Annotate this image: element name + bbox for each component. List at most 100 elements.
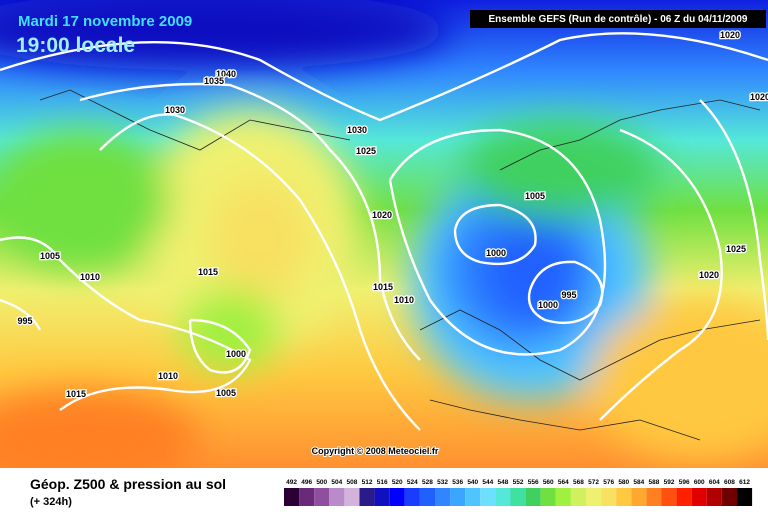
scale-swatch	[510, 488, 526, 506]
scale-swatch	[495, 488, 511, 506]
isobar-label: 1020	[720, 30, 740, 40]
scale-label: 604	[709, 479, 720, 486]
scale-label: 528	[422, 479, 433, 486]
scale-label: 540	[467, 479, 478, 486]
scale-swatch	[329, 488, 345, 506]
scale-swatch	[616, 488, 632, 506]
scale-swatch	[344, 488, 360, 506]
isobar-label: 1040	[216, 69, 236, 79]
scale-label: 524	[407, 479, 418, 486]
isobar-label: 1010	[158, 371, 178, 381]
isobar-label: 1000	[226, 349, 246, 359]
color-scale: 492 496 500 504 508 512 516 520 524 528 532 536 540 5…	[284, 479, 753, 506]
scale-label: 496	[301, 479, 312, 486]
isobar-label: 1005	[40, 251, 60, 261]
date: Mardi 17 novembre 2009	[18, 13, 192, 30]
scale-label: 512	[362, 479, 373, 486]
isobar-label: 1000	[486, 248, 506, 258]
scale-swatch	[284, 488, 300, 506]
coastlines	[39, 89, 761, 441]
scale-label: 520	[392, 479, 403, 486]
scale-swatch	[465, 488, 481, 506]
isobar-label: 1020	[699, 270, 719, 280]
isobar-label: 1005	[216, 388, 236, 398]
scale-swatch	[299, 488, 315, 506]
scale-swatch	[646, 488, 662, 506]
isobar-label: 1010	[394, 295, 414, 305]
scale-swatch	[706, 488, 722, 506]
scale-label: 492	[286, 479, 297, 486]
scale-swatch	[540, 488, 556, 506]
scale-label: 560	[543, 479, 554, 486]
scale-swatch	[525, 488, 541, 506]
scale-swatch	[737, 488, 753, 506]
scale-swatch	[691, 488, 707, 506]
scale-label: 584	[633, 479, 644, 486]
scale-label: 580	[618, 479, 629, 486]
scale-swatch	[601, 488, 617, 506]
scale-swatch	[435, 488, 451, 506]
isobar-label: 1030	[165, 105, 185, 115]
footer-title: Géop. Z500 & pression au sol	[30, 476, 226, 492]
isobar-label: 995	[561, 290, 576, 300]
scale-label: 612	[739, 479, 750, 486]
scale-label: 588	[649, 479, 660, 486]
isobar-label: 1020	[372, 210, 392, 220]
scale-swatch	[631, 488, 647, 506]
model: Ensemble GEFS (Run de contrôle) - 06 Z d…	[489, 14, 748, 25]
isobar-label: 1000	[538, 300, 558, 310]
isobar-label: 1015	[198, 267, 218, 277]
scale-label: 508	[347, 479, 358, 486]
isobar-label: 995	[17, 316, 32, 326]
isobars	[0, 32, 768, 431]
model-box	[470, 10, 766, 28]
scale-label: 544	[482, 479, 493, 486]
scale-label: 600	[694, 479, 705, 486]
isobar-label: 1015	[66, 389, 86, 399]
isobar-label: 1015	[373, 282, 393, 292]
scale-swatch	[374, 488, 390, 506]
scale-label: 532	[437, 479, 448, 486]
scale-label: 576	[603, 479, 614, 486]
scale-label: 516	[377, 479, 388, 486]
scale-label: 500	[316, 479, 327, 486]
copyright: Copyright © 2008 Meteociel.fr	[312, 446, 439, 456]
scale-swatch	[419, 488, 435, 506]
footer-lead: (+ 324h)	[30, 496, 72, 508]
scale-swatch	[661, 488, 677, 506]
scale-label: 572	[588, 479, 599, 486]
scale-swatch	[314, 488, 330, 506]
scale-label: 556	[528, 479, 539, 486]
scale-label: 592	[664, 479, 675, 486]
isobar-label: 1020	[750, 92, 768, 102]
time: 19:00 locale	[16, 34, 135, 57]
isobar-label: 1025	[356, 146, 376, 156]
scale-swatch	[676, 488, 692, 506]
scale-swatch	[721, 488, 737, 506]
scale-label: 536	[452, 479, 463, 486]
scale-swatch	[450, 488, 466, 506]
isobar-label: 1035	[204, 76, 224, 86]
isobar-label: 1005	[525, 191, 545, 201]
isobar-label: 1030	[347, 125, 367, 135]
scale-label: 568	[573, 479, 584, 486]
scale-label: 552	[513, 479, 524, 486]
scale-label: 548	[498, 479, 509, 486]
scale-swatch	[555, 488, 571, 506]
isobar-label: 1025	[726, 244, 746, 254]
scale-swatch	[404, 488, 420, 506]
scale-label: 504	[331, 479, 342, 486]
scale-label: 608	[724, 479, 735, 486]
scale-swatch	[586, 488, 602, 506]
scale-swatch	[389, 488, 405, 506]
isobar-label: 1010	[80, 272, 100, 282]
scale-swatch	[359, 488, 375, 506]
scale-swatch	[480, 488, 496, 506]
scale-swatch	[570, 488, 586, 506]
field-blobs	[0, 0, 768, 490]
scale-label: 564	[558, 479, 569, 486]
scale-label: 596	[679, 479, 690, 486]
